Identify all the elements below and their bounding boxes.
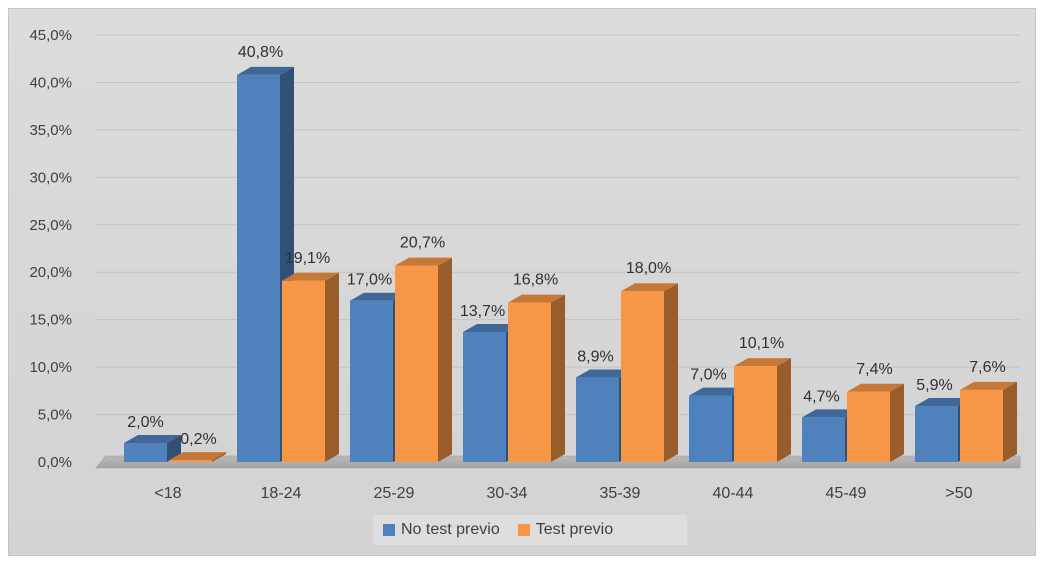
bar-side: [1003, 381, 1017, 462]
bar-front: [282, 280, 325, 462]
bar-top: [847, 383, 904, 392]
bar-side: [438, 257, 452, 462]
bar-top: [802, 409, 859, 418]
data-label: 18,0%: [626, 260, 671, 277]
data-label: 5,9%: [916, 377, 952, 394]
bar-top: [508, 294, 565, 303]
data-label: 10,1%: [739, 335, 784, 352]
data-label: 8,9%: [577, 349, 613, 366]
bar-top: [621, 283, 678, 292]
bar-side: [890, 383, 904, 462]
data-label: 7,4%: [856, 361, 892, 378]
bar-test-previo-4: [621, 283, 678, 462]
data-label: 13,7%: [460, 303, 505, 320]
data-label: 7,6%: [969, 359, 1005, 376]
data-label: 20,7%: [400, 235, 445, 252]
bar-front: [847, 391, 890, 462]
x-axis: <18 18-24 25-29 30-34 35-39 40-44 45-49 >50: [154, 485, 972, 502]
legend-swatch-no-test-previo: [383, 524, 395, 536]
y-tick-label: 15,0%: [29, 312, 72, 329]
x-tick-label: 40-44: [713, 485, 754, 502]
bar-front: [689, 395, 732, 462]
bar-no-test-previo-1: [237, 66, 294, 462]
bar-front: [169, 460, 212, 462]
x-tick-label: 35-39: [600, 485, 641, 502]
bar-top: [734, 358, 791, 367]
x-tick-label: 30-34: [487, 485, 528, 502]
y-tick-label: 0,0%: [38, 454, 72, 471]
bar-top: [915, 398, 972, 407]
data-label: 19,1%: [285, 250, 330, 267]
y-axis: 0,0% 5,0% 10,0% 15,0% 20,0% 25,0% 30,0% 35,0% 40…: [29, 27, 72, 471]
bar-front: [621, 291, 664, 462]
bar-top: [282, 272, 339, 281]
bar-front: [350, 300, 393, 462]
x-tick-label: 18-24: [261, 485, 302, 502]
y-tick-label: 25,0%: [29, 217, 72, 234]
bar-test-previo-1: [282, 272, 339, 462]
legend-item-no-test-previo: No test previo: [383, 521, 500, 539]
bar-front: [124, 443, 167, 462]
data-label: 4,7%: [803, 388, 839, 405]
bar-side: [212, 452, 226, 462]
bar-top: [169, 452, 226, 461]
bar-front: [960, 389, 1003, 462]
bar-front: [508, 302, 551, 462]
bar-front: [463, 332, 506, 462]
bar-test-previo-0: [169, 452, 226, 462]
bar-front: [576, 377, 619, 462]
bars: [124, 66, 1017, 462]
bar-side: [777, 358, 791, 462]
data-label: 2,0%: [127, 414, 163, 431]
bar-side: [551, 294, 565, 462]
bar-test-previo-3: [508, 294, 565, 462]
y-tick-label: 35,0%: [29, 122, 72, 139]
x-tick-label: <18: [154, 485, 181, 502]
y-tick-label: 20,0%: [29, 264, 72, 281]
bar-side: [325, 272, 339, 462]
data-label: 40,8%: [238, 44, 283, 61]
y-tick-label: 5,0%: [38, 407, 72, 424]
data-label: 7,0%: [690, 367, 726, 384]
data-label: 17,0%: [347, 272, 392, 289]
bar-top: [960, 381, 1017, 390]
bar-front: [802, 417, 845, 462]
legend-label-test-previo: Test previo: [535, 521, 614, 538]
bar-side: [664, 283, 678, 462]
bar-top: [350, 292, 407, 301]
y-tick-label: 40,0%: [29, 74, 72, 91]
y-tick-label: 30,0%: [29, 169, 72, 186]
data-label: 0,2%: [180, 431, 216, 448]
bar-test-previo-5: [734, 358, 791, 462]
legend-swatch-test-previo: [517, 524, 530, 536]
bar-top: [395, 257, 452, 266]
legend-label-no-test-previo: No test previo: [401, 521, 500, 538]
bar-front: [237, 74, 280, 462]
bar-test-previo-6: [847, 383, 904, 462]
bar-front: [395, 265, 438, 462]
bar-no-test-previo-0: [124, 435, 181, 462]
bar-top: [576, 369, 633, 378]
y-tick-label: 10,0%: [29, 359, 72, 376]
legend-item-test-previo: Test previo: [517, 521, 614, 539]
y-tick-label: 45,0%: [29, 27, 72, 44]
legend: No test previo Test previo: [373, 515, 687, 545]
x-tick-label: >50: [945, 485, 972, 502]
bar-top: [124, 435, 181, 444]
bar-top: [463, 324, 520, 333]
bar-top: [689, 387, 746, 396]
data-label: 16,8%: [513, 272, 558, 289]
bar-front: [734, 366, 777, 462]
bar-front: [915, 406, 958, 462]
data-labels: 2,0% 0,2% 40,8% 19,1% 17,0% 20,7% 13,7% 16,8% 8,…: [127, 44, 1005, 448]
bar-test-previo-2: [395, 257, 452, 462]
bar-test-previo-7: [960, 381, 1017, 462]
x-tick-label: 25-29: [374, 485, 415, 502]
bar-top: [237, 66, 294, 75]
x-tick-label: 45-49: [826, 485, 867, 502]
